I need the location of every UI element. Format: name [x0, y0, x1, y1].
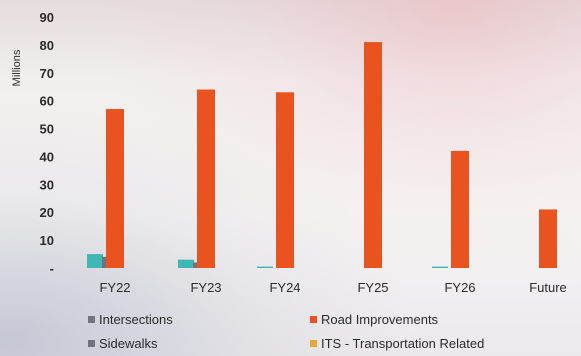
bar-intersections-fy24 — [257, 266, 273, 268]
y-tick-label: 70 — [40, 66, 54, 81]
bar-road-improvements-fy25 — [364, 42, 382, 268]
y-tick-label: 90 — [40, 10, 54, 25]
legend-item-road-improvements: Road Improvements — [310, 312, 438, 327]
y-axis-label: Millions — [11, 49, 23, 86]
legend-item-sidewalks: Sidewalks — [88, 336, 158, 351]
bar-road-improvements-fy22 — [106, 109, 124, 269]
legend-swatch-its — [310, 340, 317, 347]
bar-intersections-fy26 — [432, 266, 448, 268]
legend-label-sidewalks: Sidewalks — [99, 336, 158, 351]
bar-road-improvements-fy26 — [451, 150, 469, 268]
x-category-label: FY25 — [357, 280, 388, 295]
x-category-label: FY26 — [444, 280, 475, 295]
legend-swatch-road-improvements — [310, 316, 317, 323]
y-tick-label: 40 — [40, 149, 54, 164]
legend-label-intersections: Intersections — [99, 312, 173, 327]
legend-item-its: ITS - Transportation Related — [310, 336, 484, 351]
bar-road-improvements-fy24 — [276, 92, 294, 268]
y-ticks: - 10 20 30 40 50 60 70 80 90 — [40, 10, 54, 276]
legend-label-its: ITS - Transportation Related — [321, 336, 485, 351]
y-tick-label: - — [50, 261, 54, 276]
y-tick-label: 30 — [40, 177, 54, 192]
legend-swatch-intersections — [88, 316, 95, 323]
y-tick-label: 50 — [40, 122, 54, 137]
bar-intersections-fy22 — [87, 254, 103, 268]
y-tick-label: 10 — [40, 233, 54, 248]
x-category-label: FY22 — [99, 280, 130, 295]
y-tick-label: 80 — [40, 38, 54, 53]
legend-swatch-sidewalks — [88, 340, 95, 347]
bar-road-improvements-future — [539, 209, 557, 268]
x-categories: FY22 FY23 FY24 FY25 FY26 Future — [99, 280, 566, 295]
legend-item-intersections: Intersections — [88, 312, 173, 327]
y-tick-label: 60 — [40, 94, 54, 109]
x-category-label: FY24 — [269, 280, 300, 295]
bar-road-improvements-fy23 — [197, 89, 215, 268]
x-category-label: Future — [529, 280, 567, 295]
y-tick-label: 20 — [40, 205, 54, 220]
bar-intersections-fy23 — [178, 259, 194, 268]
x-category-label: FY23 — [190, 280, 221, 295]
legend-label-road-improvements: Road Improvements — [321, 312, 439, 327]
bars — [87, 42, 557, 269]
